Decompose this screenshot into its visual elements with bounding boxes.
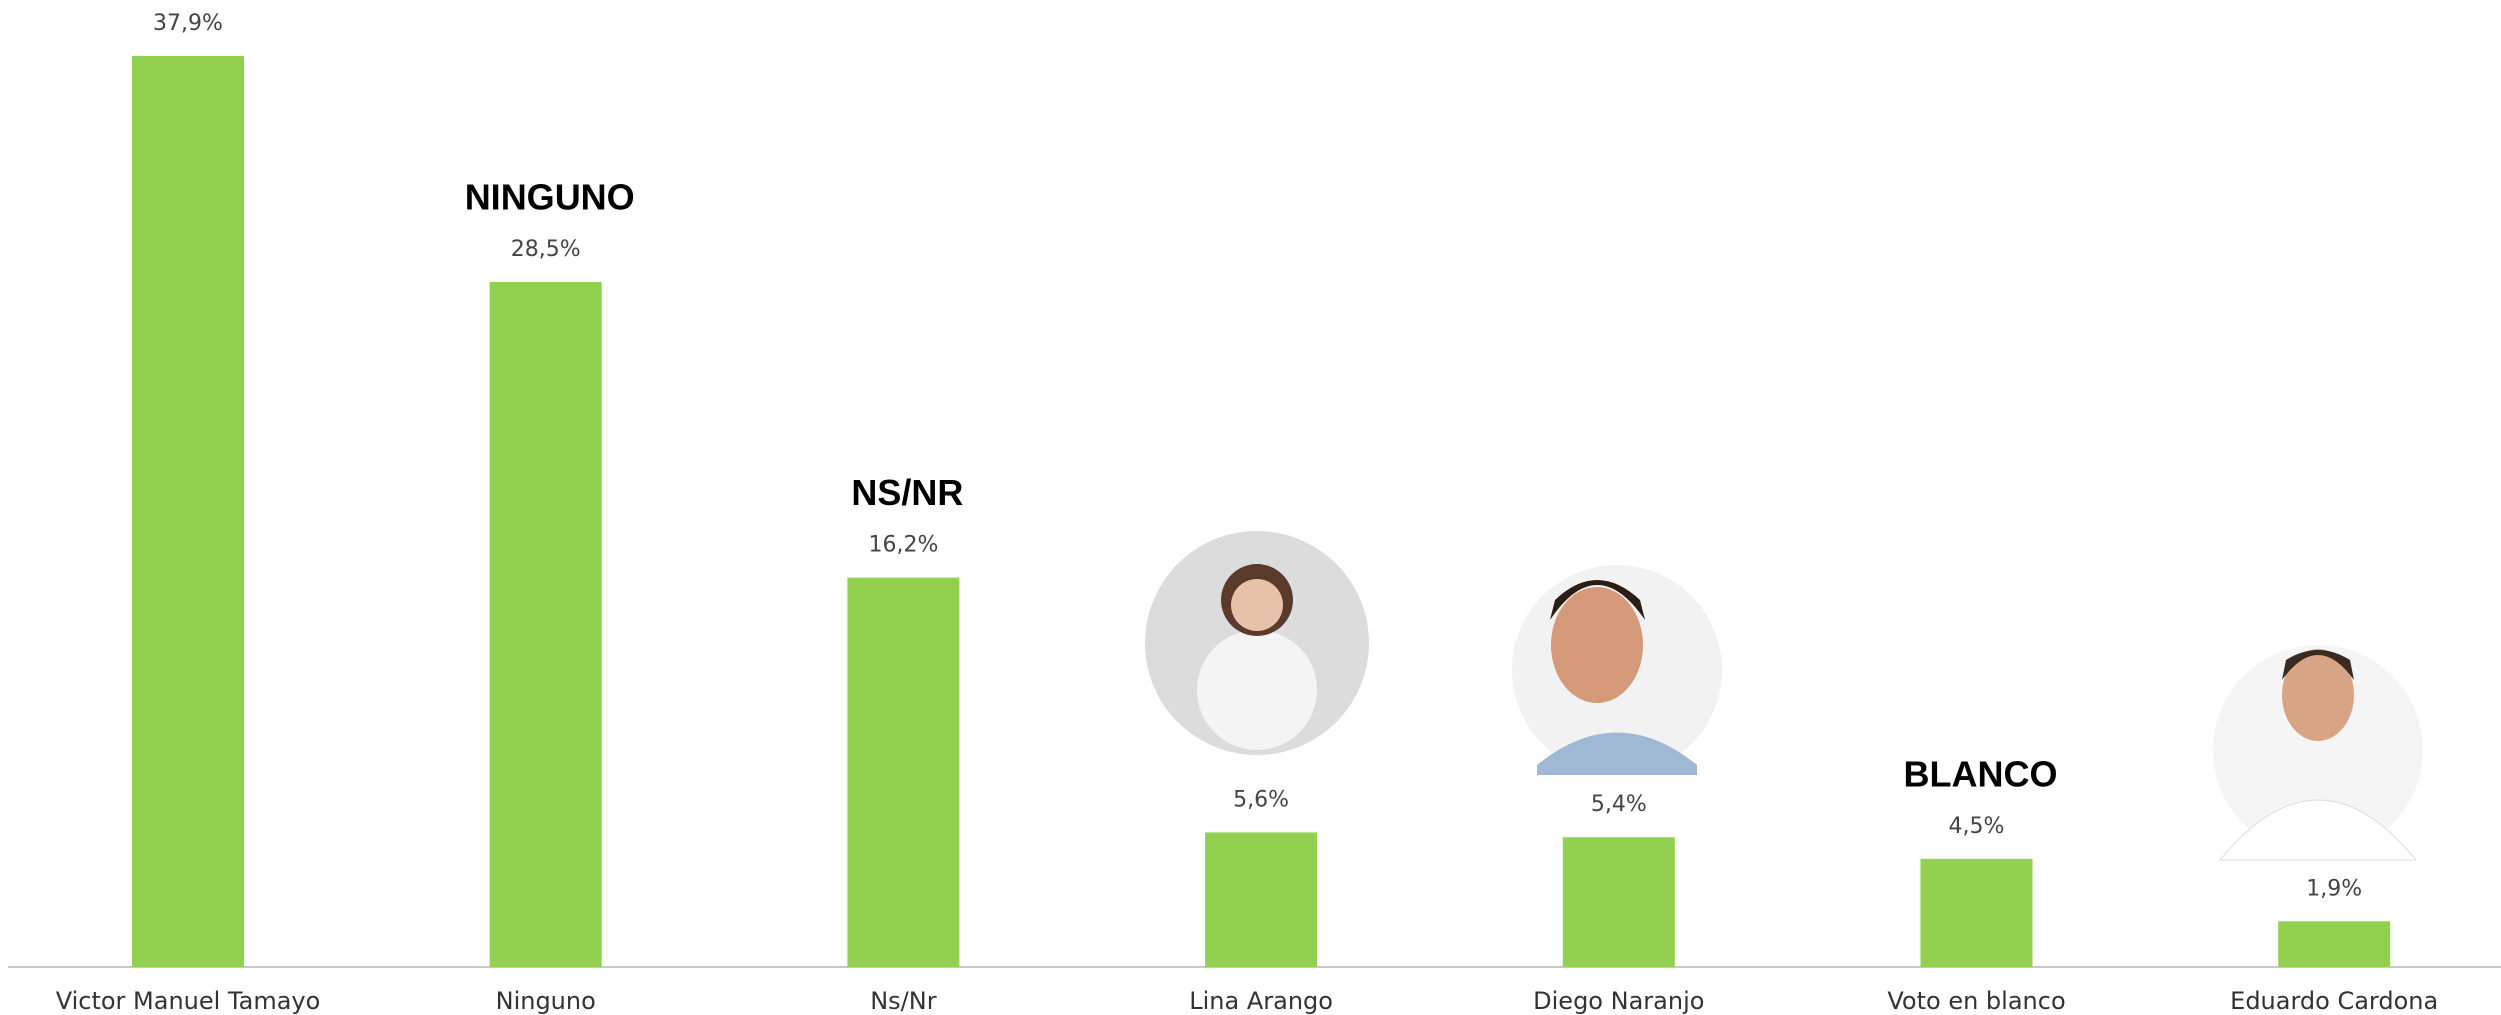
x-tick-label: Voto en blanco bbox=[1887, 987, 2065, 1015]
bar bbox=[1920, 858, 2033, 967]
data-label: 5,6% bbox=[1233, 787, 1289, 812]
data-label: 4,5% bbox=[1949, 814, 2005, 839]
bar bbox=[1562, 837, 1675, 967]
annotation: NS/NR bbox=[851, 472, 963, 513]
bar bbox=[132, 56, 244, 967]
annotation: BLANCO bbox=[1904, 753, 2058, 794]
candidate-photo bbox=[1512, 565, 1722, 775]
x-tick-label: Ns/Nr bbox=[870, 987, 936, 1015]
data-label: 1,9% bbox=[2306, 876, 2362, 901]
x-tick-label: Lina Arango bbox=[1189, 987, 1333, 1015]
x-tick-label: Eduardo Cardona bbox=[2230, 987, 2438, 1015]
data-label: 16,2% bbox=[868, 533, 938, 558]
candidate-photo bbox=[1145, 531, 1369, 755]
x-tick-label: Ninguno bbox=[496, 987, 596, 1015]
x-tick-label: Diego Naranjo bbox=[1533, 987, 1704, 1015]
x-tick-label: Victor Manuel Tamayo bbox=[56, 987, 321, 1015]
data-label: 5,4% bbox=[1591, 792, 1647, 817]
candidate-photo bbox=[2213, 645, 2423, 861]
annotation: NINGUNO bbox=[465, 176, 635, 217]
bar bbox=[1205, 832, 1318, 967]
data-label: 37,9% bbox=[153, 11, 223, 36]
data-label: 28,5% bbox=[511, 237, 581, 262]
bar bbox=[2278, 921, 2391, 967]
bar bbox=[489, 281, 602, 967]
bar bbox=[847, 577, 960, 967]
